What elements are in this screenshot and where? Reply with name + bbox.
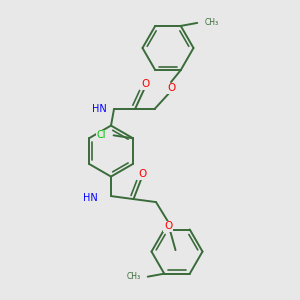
Text: Cl: Cl (97, 130, 106, 140)
Text: HN: HN (83, 193, 98, 202)
Text: HN: HN (92, 104, 106, 114)
Text: CH₃: CH₃ (205, 18, 219, 27)
Text: O: O (167, 83, 175, 93)
Text: CH₃: CH₃ (126, 272, 140, 281)
Text: O: O (141, 79, 150, 89)
Text: O: O (138, 169, 147, 179)
Text: O: O (164, 221, 172, 231)
